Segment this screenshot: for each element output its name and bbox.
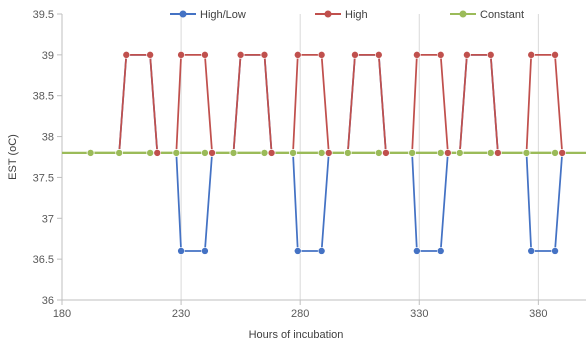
data-point-high-low (177, 247, 185, 255)
x-tick-label: 380 (529, 308, 547, 320)
x-tick-label: 230 (172, 308, 190, 320)
data-point-high (551, 51, 559, 59)
y-tick-label: 37 (42, 213, 54, 225)
legend-swatch-marker (179, 10, 187, 18)
legend-item-high: High (315, 9, 368, 21)
data-point-high (201, 51, 209, 59)
data-point-high-low (413, 247, 421, 255)
data-point-high (444, 149, 452, 157)
data-point-constant (408, 149, 416, 157)
data-point-constant (172, 149, 181, 157)
y-tick-label: 36.5 (33, 254, 54, 266)
series-group (62, 51, 586, 255)
legend-swatch-marker (324, 10, 332, 18)
data-point-high-low (317, 247, 326, 255)
data-point-constant (86, 149, 95, 157)
data-point-high (463, 51, 471, 59)
data-point-high (527, 51, 536, 59)
legend-label: High (345, 9, 368, 21)
data-point-constant (289, 149, 297, 157)
y-tick-label: 37.5 (33, 172, 54, 184)
data-point-constant (260, 149, 269, 157)
y-tick-label: 36 (42, 295, 54, 307)
data-point-constant (201, 149, 209, 157)
data-point-constant (344, 149, 352, 157)
data-point-high-low (293, 247, 302, 255)
data-point-constant (522, 149, 531, 157)
x-tick-label: 280 (291, 308, 309, 320)
data-point-high (236, 51, 245, 59)
data-point-high (382, 149, 390, 157)
data-point-constant (317, 149, 326, 157)
data-point-high (208, 149, 216, 157)
data-point-constant (374, 149, 383, 157)
data-point-high (486, 51, 495, 59)
y-axis-title: EST (oC) (7, 134, 19, 180)
data-point-high (413, 51, 421, 59)
legend-label: High/Low (200, 9, 246, 21)
x-axis-title: Hours of incubation (249, 329, 344, 341)
y-tick-label: 39 (42, 50, 54, 62)
data-point-high-low (201, 247, 209, 255)
data-point-high (324, 149, 333, 157)
data-point-constant (436, 149, 445, 157)
data-point-high (122, 51, 131, 59)
legend-item-high-low: High/Low (170, 9, 246, 21)
data-point-high (351, 51, 359, 59)
axes (57, 13, 586, 305)
data-point-high (153, 149, 162, 157)
data-point-high (146, 51, 154, 59)
legend-swatch-marker (459, 10, 467, 18)
data-point-high-low (551, 247, 559, 255)
data-point-constant (486, 149, 495, 157)
data-point-high (293, 51, 302, 59)
x-tick-label: 330 (410, 308, 428, 320)
data-point-high (374, 51, 383, 59)
data-point-high (260, 51, 269, 59)
y-tick-label: 38.5 (33, 91, 54, 103)
tick-labels: 36 36.5 37 37.5 38 38.5 39 39.5 180 230 280 330 380 (33, 9, 548, 320)
data-point-high (267, 149, 276, 157)
data-point-high (494, 149, 502, 157)
x-tick-label: 180 (53, 308, 71, 320)
data-point-high (436, 51, 445, 59)
data-point-high (558, 149, 566, 157)
legend: High/Low High Constant (170, 9, 524, 21)
y-tick-label: 38 (42, 132, 54, 144)
data-point-constant (115, 149, 123, 157)
data-point-high (177, 51, 185, 59)
data-point-high-low (527, 247, 536, 255)
y-tick-label: 39.5 (33, 9, 54, 21)
data-point-constant (551, 149, 559, 157)
data-point-high-low (436, 247, 445, 255)
data-point-constant (229, 149, 238, 157)
data-point-constant (146, 149, 154, 157)
legend-label: Constant (480, 9, 524, 21)
data-point-constant (455, 149, 464, 157)
data-point-high (317, 51, 326, 59)
legend-item-constant: Constant (450, 9, 524, 21)
